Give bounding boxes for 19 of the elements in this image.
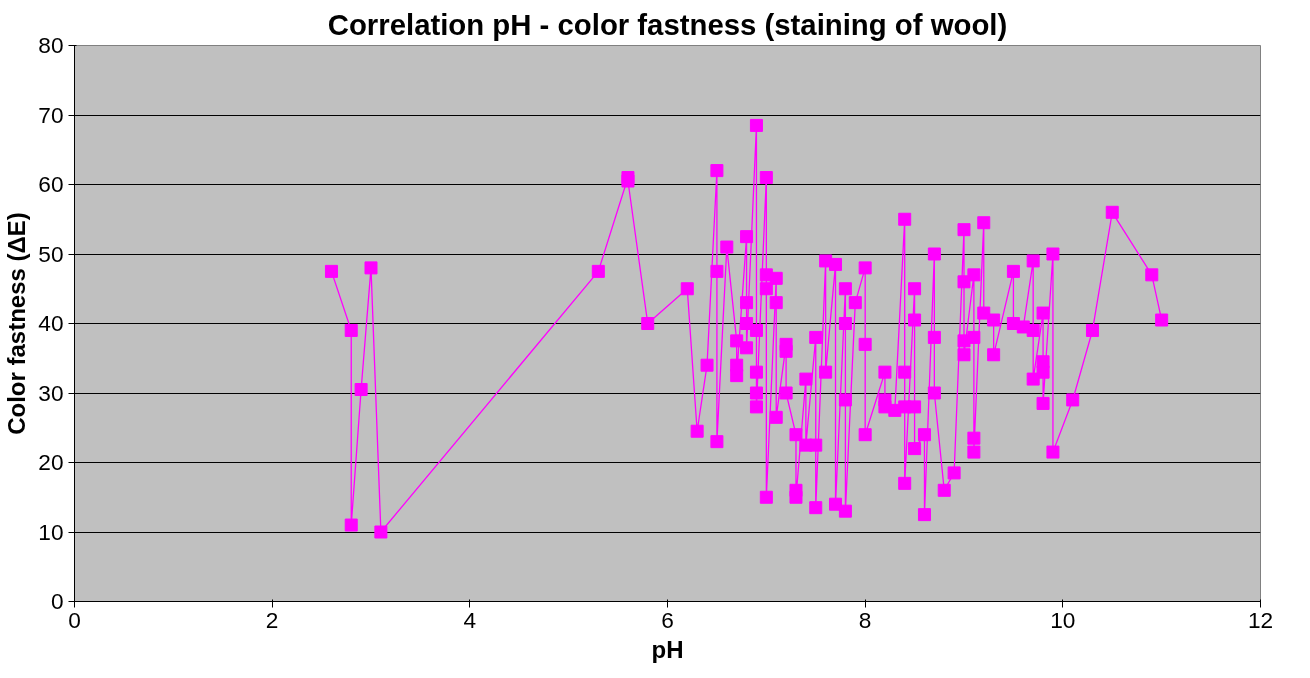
x-tick-label: 12	[1247, 606, 1274, 633]
y-axis-title: Color fastness (ΔE)	[3, 212, 31, 435]
y-tick-label: 40	[38, 310, 64, 336]
y-tick-label: 80	[38, 32, 64, 58]
y-tick-label: 50	[38, 240, 64, 267]
x-tick-label: 10	[1050, 606, 1076, 633]
chart-title: Correlation pH - color fastness (staining of wool)	[327, 7, 1008, 41]
x-tick-label: 8	[858, 606, 872, 633]
x-tick-label: 6	[661, 606, 674, 633]
y-tick-label: 10	[38, 518, 64, 545]
y-tick-label: 20	[38, 449, 64, 475]
y-tick-label: 60	[38, 171, 64, 197]
y-tick-label: 70	[38, 101, 64, 128]
x-tick-label: 4	[463, 606, 477, 633]
x-tick-label: 2	[265, 606, 279, 633]
y-tick-label: 30	[38, 379, 64, 406]
y-tick-label: 0	[50, 588, 64, 614]
x-tick-label: 0	[68, 606, 81, 633]
x-axis-title: pH	[651, 635, 684, 663]
